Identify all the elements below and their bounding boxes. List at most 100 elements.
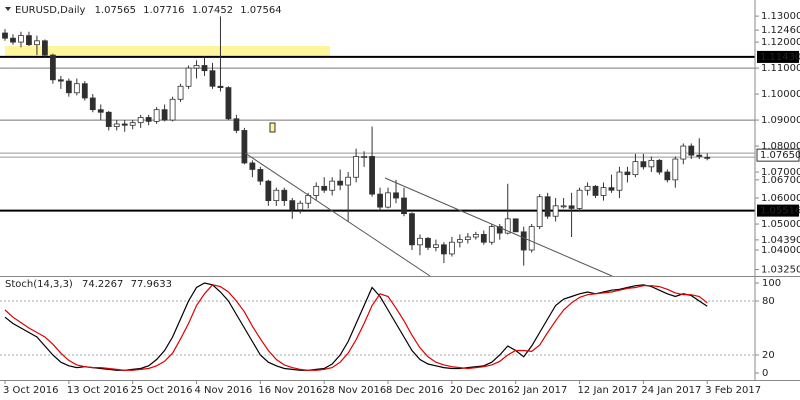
candle-body (289, 200, 296, 211)
candle-body (536, 196, 543, 228)
candle-body (26, 35, 32, 46)
candle-body (241, 130, 248, 164)
candle-body (217, 85, 224, 88)
candle-body (329, 180, 336, 191)
x-tick-label: 4 Nov 2016 (195, 385, 253, 396)
y-tick-label: 100 (762, 278, 781, 289)
candle-body (632, 161, 639, 176)
level-label: 1.05516 (760, 206, 800, 217)
candle-body (560, 205, 567, 208)
y-tick-label: 1.07000 (761, 167, 800, 178)
y-tick-label: 1.04000 (761, 245, 800, 256)
y-tick-label: 1.04390 (761, 235, 800, 246)
y-tick-label: 0 (762, 368, 768, 379)
candle-body (480, 234, 487, 243)
level-label: 1.07650 (760, 150, 800, 161)
candle-body (345, 176, 352, 186)
candle-body (600, 187, 607, 196)
candle-body (377, 193, 383, 208)
x-tick-label: 25 Oct 2016 (131, 385, 193, 396)
candle-body (592, 185, 599, 196)
x-tick-label: 24 Jan 2017 (641, 385, 701, 396)
candle-body (656, 159, 663, 173)
zone (5, 46, 330, 57)
x-tick-label: 28 Nov 2016 (322, 385, 386, 396)
candle-body (121, 123, 128, 126)
candle-body (616, 171, 623, 191)
candle-body (672, 158, 679, 181)
candle-body (281, 189, 288, 202)
candle-body (89, 97, 96, 111)
candle-body (73, 83, 80, 94)
y-tick-label: 1.06000 (761, 193, 800, 204)
y-tick-label: 80 (762, 296, 775, 307)
candle-body (464, 236, 471, 241)
y-tick-label: 1.12000 (761, 37, 800, 48)
y-tick-label: 1.03250 (761, 265, 800, 276)
candle-body (321, 185, 328, 191)
candle-body (472, 234, 479, 238)
candle-body (704, 156, 711, 159)
stoch-line (4, 284, 708, 371)
candle-body (688, 145, 695, 156)
candle-body (496, 226, 503, 234)
candle-body (433, 244, 439, 248)
candle-body (297, 202, 304, 211)
candle-body (34, 40, 40, 46)
candle-body (113, 123, 120, 127)
candle-body (680, 145, 687, 160)
x-tick-label: 2 Jan 2017 (514, 385, 568, 396)
candle-body (2, 32, 8, 39)
close-value: 1.07564 (240, 5, 281, 16)
level-box (756, 148, 800, 162)
candle-body (568, 205, 575, 209)
channel-line (384, 177, 613, 277)
candle-body (18, 35, 24, 43)
candle-body (193, 65, 200, 69)
x-tick-label: 3 Oct 2016 (3, 385, 58, 396)
y-tick-label: 1.09000 (761, 115, 800, 126)
candle-body (42, 40, 48, 56)
y-tick-label: 1.11000 (761, 63, 800, 74)
candle-body (393, 192, 399, 199)
candle-body (209, 70, 216, 87)
candle-body (648, 159, 655, 168)
candle-body (417, 237, 423, 246)
candle-body (57, 79, 64, 82)
candle-body (584, 185, 591, 191)
candle-body (504, 218, 511, 234)
candle-body (353, 156, 360, 178)
candle-body (337, 180, 344, 186)
y-tick-label: 1.12460 (761, 25, 800, 36)
y-tick-label: 1.06700 (761, 175, 800, 186)
candle-body (440, 244, 447, 255)
candle-body (97, 109, 104, 113)
candle-body (81, 83, 88, 99)
candle-body (512, 218, 519, 233)
candle-body (257, 169, 264, 182)
k-value: 74.2267 (82, 279, 123, 290)
high-value: 1.07716 (143, 5, 184, 16)
candle-body (49, 54, 56, 81)
candle-body (520, 231, 527, 251)
candle-body (177, 85, 184, 100)
candle-body (640, 161, 647, 168)
d-value: 77.9633 (131, 279, 172, 290)
indicator-title: Stoch(14,3,3) (5, 279, 73, 290)
x-tick-label: 8 Dec 2016 (386, 385, 444, 396)
candle-body (576, 189, 583, 209)
candle-body (313, 185, 320, 196)
x-tick-label: 13 Oct 2016 (67, 385, 129, 396)
x-tick-label: 12 Jan 2017 (578, 385, 638, 396)
candle-body (185, 67, 192, 87)
x-tick-label: 20 Dec 2016 (450, 385, 514, 396)
candle-body (105, 111, 112, 127)
candle-body (233, 118, 240, 131)
candle-body (65, 80, 72, 94)
y-tick-label: 20 (762, 350, 775, 361)
level-box (757, 50, 799, 63)
level-box (757, 204, 799, 217)
